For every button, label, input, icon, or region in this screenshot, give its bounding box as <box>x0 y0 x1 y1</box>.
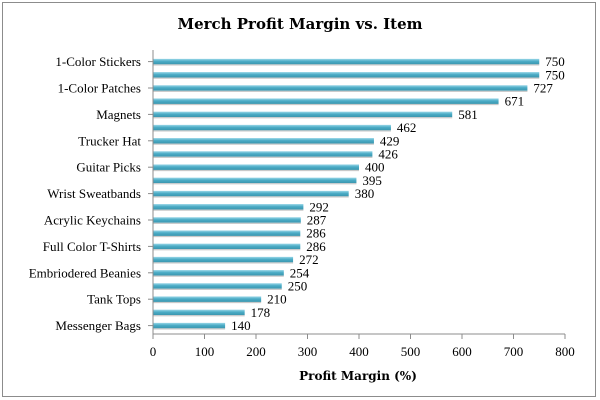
value-label: 292 <box>309 199 329 214</box>
bar <box>153 322 226 329</box>
bar <box>153 98 499 104</box>
bar-shadow <box>153 328 226 330</box>
category-label: 1-Color Stickers <box>55 54 141 69</box>
x-tick-label: 100 <box>195 344 215 359</box>
bar-shadow <box>153 315 245 317</box>
value-label: 395 <box>362 173 382 188</box>
bar-shadow <box>153 275 284 277</box>
x-axis-title: Profit Margin (%) <box>299 369 417 383</box>
value-label: 380 <box>355 186 375 201</box>
bar <box>153 204 304 210</box>
bar <box>153 283 282 289</box>
bar-shadow <box>153 222 301 224</box>
bar <box>153 309 245 316</box>
value-label: 210 <box>267 292 287 307</box>
bar <box>153 138 374 144</box>
bar-shadow <box>153 209 304 211</box>
value-label: 178 <box>251 305 270 320</box>
bar-shadow <box>153 235 301 238</box>
x-tick-label: 500 <box>401 344 421 359</box>
category-label: Embriodered Beanies <box>29 265 141 280</box>
bar-shadow <box>153 130 391 132</box>
category-label: Messenger Bags <box>55 318 141 333</box>
x-tick-label: 700 <box>504 344 524 359</box>
value-label: 426 <box>378 147 398 162</box>
category-label: Tank Tops <box>87 292 141 307</box>
bar-shadow <box>153 249 301 251</box>
bar <box>153 270 284 276</box>
bar-shadow <box>153 262 294 264</box>
bar-shadow <box>153 196 349 198</box>
chart-frame <box>2 2 596 397</box>
bar <box>153 190 349 197</box>
value-label: 750 <box>545 54 565 69</box>
value-label: 429 <box>380 133 400 148</box>
chart-title: Merch Profit Margin vs. Item <box>177 15 422 33</box>
x-tick-label: 300 <box>298 344 318 359</box>
bar <box>153 164 359 170</box>
bar <box>153 58 540 65</box>
bar <box>153 85 528 91</box>
bar <box>153 151 373 157</box>
bar-shadow <box>153 156 373 158</box>
category-label: Acrylic Keychains <box>44 213 141 228</box>
value-label: 254 <box>290 265 310 280</box>
x-ticks-group: 0 100 200 300 400 500 600 700 800 <box>150 334 575 359</box>
bar <box>153 72 540 78</box>
bars-group <box>153 58 540 330</box>
value-label: 250 <box>288 279 308 294</box>
value-label: 287 <box>307 213 327 228</box>
value-label: 286 <box>306 226 326 241</box>
bar <box>153 243 301 250</box>
bar <box>153 111 453 118</box>
value-label: 286 <box>306 239 326 254</box>
bar <box>153 124 391 131</box>
value-labels-group: 7507507276715814624294264003953802922872… <box>231 54 565 333</box>
value-label: 750 <box>545 67 565 82</box>
bar-shadow <box>153 103 499 106</box>
bar-shadow <box>153 90 528 92</box>
value-label: 581 <box>458 107 478 122</box>
value-label: 272 <box>299 252 319 267</box>
x-tick-label: 800 <box>555 344 575 359</box>
category-label: 1-Color Patches <box>58 81 141 96</box>
x-tick-label: 400 <box>349 344 369 359</box>
value-label: 671 <box>505 94 525 109</box>
bar-shadow <box>153 117 453 119</box>
bar-shadow <box>153 77 540 79</box>
x-tick-label: 0 <box>150 344 157 359</box>
value-label: 400 <box>365 160 385 175</box>
category-label: Full Color T-Shirts <box>43 239 141 254</box>
category-label: Trucker Hat <box>78 133 141 148</box>
value-label: 140 <box>231 318 251 333</box>
bar <box>153 177 357 184</box>
bar-shadow <box>153 143 374 145</box>
bar <box>153 296 262 302</box>
bar-shadow <box>153 183 357 185</box>
bar <box>153 256 294 263</box>
category-label: Magnets <box>96 107 141 122</box>
x-tick-label: 600 <box>452 344 472 359</box>
category-label: Wrist Sweatbands <box>47 186 141 201</box>
bar <box>153 230 301 236</box>
value-label: 727 <box>533 81 553 96</box>
bar-shadow <box>153 288 282 290</box>
bar-shadow <box>153 301 262 304</box>
bar-shadow <box>153 64 540 66</box>
x-tick-label: 200 <box>246 344 266 359</box>
category-labels-group: 1-Color Stickers 1-Color Patches Magnets Tr… <box>29 54 153 333</box>
value-label: 462 <box>397 120 417 135</box>
category-label: Guitar Picks <box>76 160 141 175</box>
bar <box>153 217 301 223</box>
bar-shadow <box>153 169 359 172</box>
